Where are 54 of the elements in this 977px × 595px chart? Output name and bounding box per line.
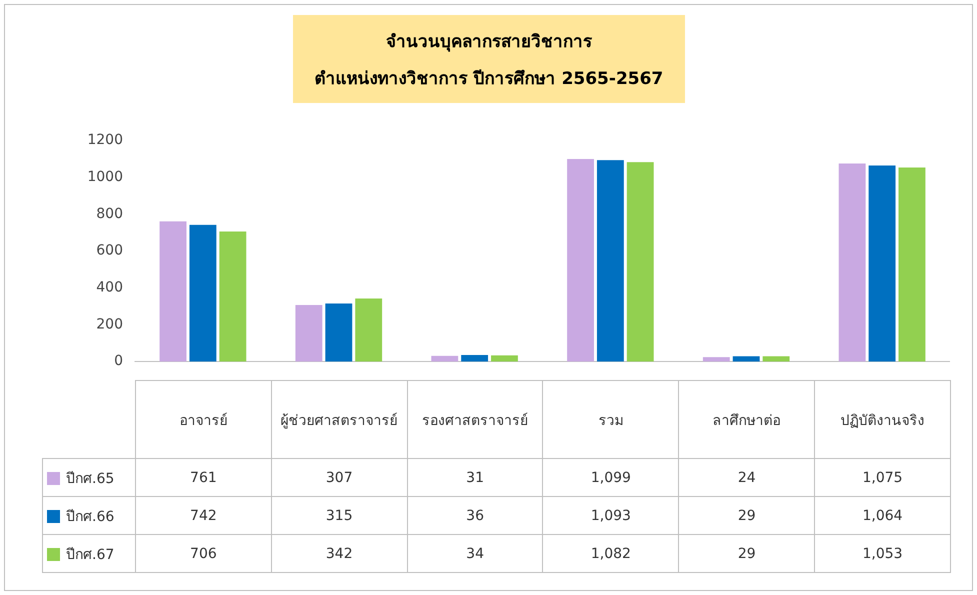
data-label: 1,099 — [542, 458, 679, 496]
data-label: 24 — [678, 458, 815, 496]
data-label: 36 — [407, 496, 543, 534]
data-label: 34 — [407, 534, 543, 572]
data-label: 315 — [271, 496, 408, 534]
data-label: 29 — [678, 496, 815, 534]
bar — [626, 162, 654, 362]
bar — [596, 160, 624, 362]
data-label: 31 — [407, 458, 543, 496]
bar — [355, 298, 382, 362]
bar — [431, 356, 458, 362]
x-tick-label: ผู้ช่วยศาสตราจารย์ — [271, 380, 408, 458]
bar — [491, 355, 518, 362]
legend-label: ปีกศ.67 — [42, 534, 136, 572]
y-tick-label: 1200 — [87, 132, 123, 148]
bar — [732, 356, 760, 362]
bar — [702, 357, 730, 362]
x-tick-label: อาจารย์ — [136, 380, 272, 458]
y-tick-label: 200 — [96, 316, 123, 332]
data-label: 307 — [271, 458, 408, 496]
data-label: 706 — [136, 534, 272, 572]
data-label: 1,053 — [814, 534, 950, 572]
data-label: 742 — [136, 496, 272, 534]
y-tick-label: 1000 — [87, 168, 123, 185]
data-label: 1,064 — [814, 496, 950, 534]
chart-subtitle: ตำแหน่งทางวิชาการ ปีการศึกษา 2565-2567 — [314, 68, 664, 91]
bar — [838, 163, 866, 362]
bar — [868, 165, 896, 362]
y-tick-label: 0 — [114, 353, 123, 370]
bar — [762, 356, 790, 362]
x-tick-label: รวม — [542, 380, 679, 458]
data-label: 342 — [271, 534, 408, 572]
data-label: 29 — [678, 534, 815, 572]
x-tick-label: รองศาสตราจารย์ — [407, 380, 543, 458]
bar — [160, 221, 186, 362]
data-label: 1,093 — [542, 496, 679, 534]
bar — [461, 354, 488, 362]
bar — [295, 305, 322, 362]
legend-label: ปีกศ.66 — [42, 496, 136, 534]
bar — [898, 167, 926, 362]
y-tick-label: 400 — [96, 280, 123, 296]
y-tick-label: 600 — [96, 242, 123, 259]
y-tick-label: 800 — [96, 206, 123, 222]
x-tick-label: ลาศึกษาต่อ — [678, 380, 815, 458]
bar — [219, 231, 246, 362]
bar — [567, 159, 594, 362]
data-label: 761 — [136, 458, 272, 496]
bar — [189, 224, 216, 362]
chart-title: จำนวนบุคลากรสายวิชาการ — [385, 31, 593, 54]
bar — [325, 304, 352, 362]
data-label: 1,075 — [814, 458, 950, 496]
x-tick-label: ปฏิบัติงานจริง — [814, 380, 950, 458]
legend-label: ปีกศ.65 — [42, 458, 136, 496]
data-label: 1,082 — [542, 534, 679, 572]
